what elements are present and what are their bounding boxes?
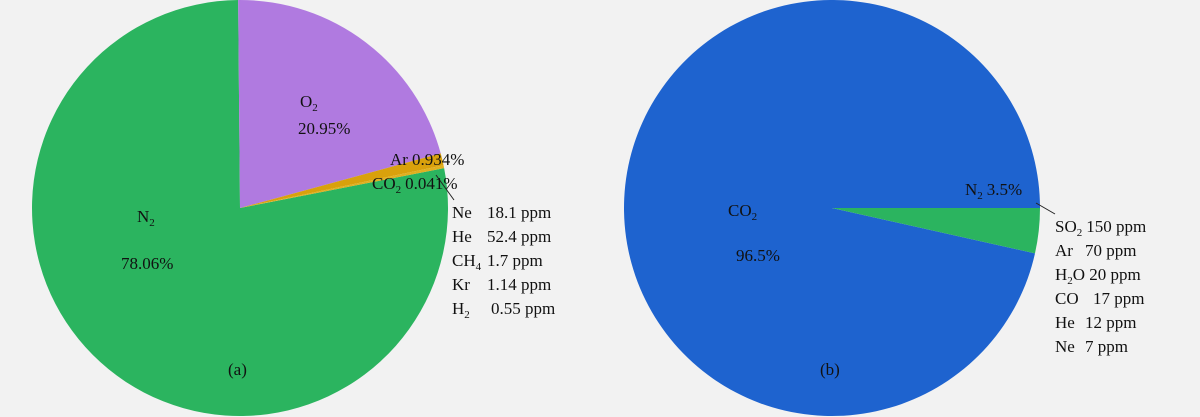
panel-label-b: (b)	[820, 360, 840, 379]
label-o2: O2	[300, 92, 318, 114]
slice-n2	[32, 0, 449, 417]
trace-ch4: CH4 1.7 ppm	[452, 251, 543, 273]
trace-ne: Ne 18.1 ppm	[452, 203, 551, 222]
value-co2: 96.5%	[736, 246, 780, 265]
leader-line-a	[435, 174, 455, 201]
pie-chart-a: O2 20.95% N2 78.06% Ar 0.934% CO2 0.041% N…	[32, 0, 555, 417]
label-co2: CO2 0.041%	[372, 174, 458, 196]
trace-h2o: H2O 20 ppm	[1055, 265, 1141, 287]
trace-so2: SO2 150 ppm	[1055, 217, 1146, 239]
trace-list-b: SO2 150 ppm Ar 70 ppm H2O 20 ppm CO 17 ppm …	[1055, 217, 1146, 356]
slice-o2	[238, 0, 441, 208]
pie-chart-b: CO2 96.5% N2 3.5% SO2 150 ppm Ar 70 ppm H2O…	[624, 0, 1146, 416]
trace-ne: Ne 7 ppm	[1055, 337, 1128, 356]
value-n2: 78.06%	[121, 254, 173, 273]
slice-ar	[240, 153, 444, 208]
panel-label-a: (a)	[228, 360, 247, 379]
label-n2: N2	[137, 207, 155, 229]
label-ar: Ar 0.934%	[390, 150, 464, 169]
label-co2: CO2	[728, 201, 757, 223]
value-o2: 20.95%	[298, 119, 350, 138]
label-n2: N2 3.5%	[965, 180, 1022, 202]
trace-he: He 52.4 ppm	[452, 227, 551, 246]
slice-co2	[624, 0, 1040, 416]
slice-co2	[240, 165, 445, 208]
trace-ar: Ar 70 ppm	[1055, 241, 1136, 260]
slice-n2	[832, 208, 1040, 254]
trace-co: CO 17 ppm	[1055, 289, 1144, 308]
trace-he: He 12 ppm	[1055, 313, 1136, 332]
trace-kr: Kr 1.14 ppm	[452, 275, 551, 294]
trace-list-a: Ne 18.1 ppm He 52.4 ppm CH4 1.7 ppm Kr 1.14 …	[452, 203, 555, 321]
leader-line-b	[1035, 202, 1056, 215]
trace-h2: H2 0.55 ppm	[452, 299, 555, 321]
